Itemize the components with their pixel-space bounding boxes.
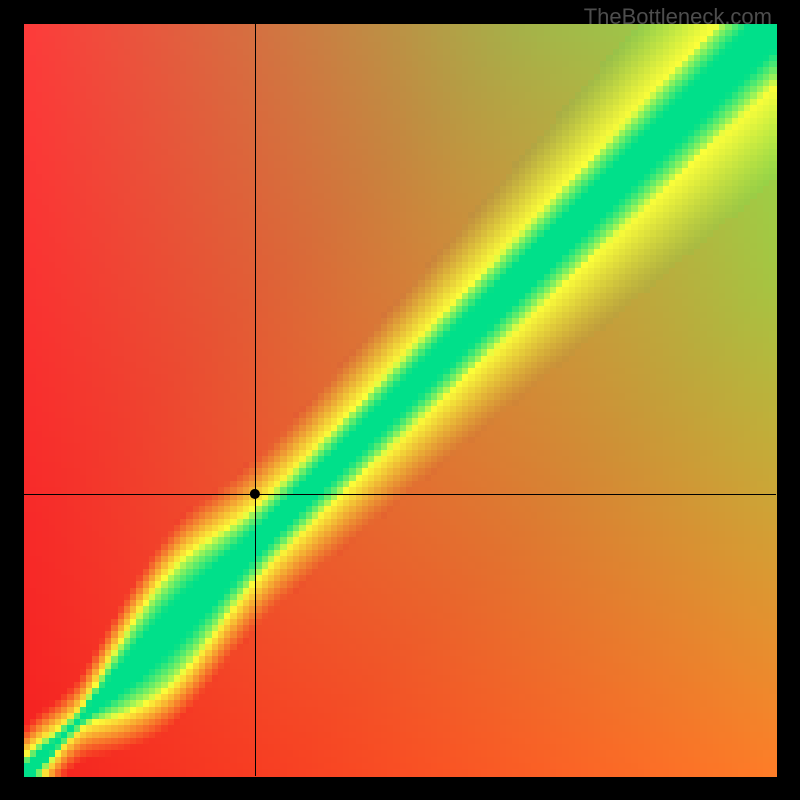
heatmap-canvas [0,0,800,800]
chart-container: TheBottleneck.com [0,0,800,800]
